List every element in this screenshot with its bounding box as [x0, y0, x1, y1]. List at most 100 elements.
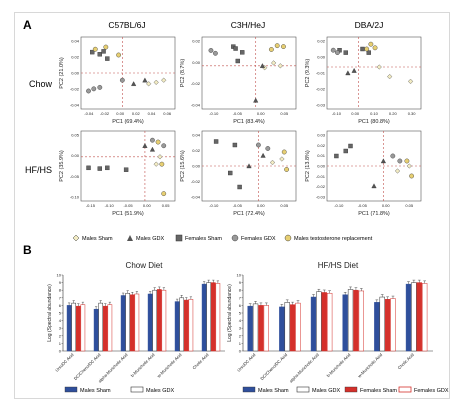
- bar-legend-right: Males Sham Males GDX Females Sham Female…: [242, 386, 449, 394]
- bar-legend-right-0: Males Sham: [258, 388, 289, 394]
- data-point: [103, 44, 109, 50]
- x-axis-label: PC1 (69.4%): [112, 119, 144, 125]
- bar-legend-right-1: Males GDX: [312, 388, 340, 394]
- y-tick-label: -0.01: [316, 174, 326, 179]
- bar: [80, 304, 86, 352]
- bar: [405, 283, 412, 352]
- x-tick-label: 0.00: [116, 111, 125, 116]
- bar-legend-left-1: Males GDX: [146, 388, 174, 394]
- bar: [206, 282, 212, 352]
- scatter-frame: [326, 36, 422, 110]
- bar-legend-right-2: Females Sham: [360, 388, 397, 394]
- data-point: [255, 142, 261, 148]
- data-point: [330, 47, 336, 53]
- bar: [125, 292, 131, 352]
- x-tick-label: -0.10: [209, 111, 219, 116]
- data-point: [380, 158, 386, 164]
- panel-a-legend: Males Sham Males GDX Females Sham Female…: [72, 234, 373, 242]
- y-tick-label: 6: [239, 303, 242, 308]
- data-point: [142, 143, 148, 148]
- y-tick-label: 5: [239, 311, 242, 316]
- data-point: [116, 52, 122, 58]
- data-point: [364, 46, 370, 52]
- data-point: [348, 143, 353, 149]
- bar: [210, 282, 216, 352]
- panel-a-label: A: [23, 18, 32, 32]
- data-point: [343, 50, 348, 55]
- data-point: [150, 137, 155, 143]
- y-tick-label: -0.03: [316, 195, 326, 200]
- data-point: [368, 41, 374, 47]
- y-tick-label: 0.04: [192, 133, 201, 138]
- bar-y-axis-label: Log (Spectral abundance): [227, 284, 233, 342]
- bar: [379, 296, 385, 352]
- data-point: [149, 146, 155, 152]
- x-tick-label: -0.02: [100, 111, 110, 116]
- x-tick-label: -0.05: [233, 203, 243, 208]
- data-point: [90, 49, 95, 55]
- bar: [316, 291, 322, 352]
- data-point: [155, 139, 161, 145]
- y-tick-label: 9: [239, 280, 242, 285]
- y-axis-label: PC2 (13.8%): [305, 150, 311, 182]
- data-point: [334, 153, 339, 159]
- row-label-hfhs: HF/HS: [25, 165, 52, 175]
- y-tick-label: 0.00: [317, 55, 326, 60]
- data-point: [105, 165, 110, 171]
- data-point: [153, 79, 159, 85]
- data-point: [227, 170, 233, 176]
- x-tick-label: 0.06: [163, 111, 172, 116]
- data-point: [91, 86, 97, 92]
- data-point: [271, 60, 277, 66]
- legend-label-3: Females GDX: [241, 236, 276, 242]
- data-point: [233, 46, 238, 51]
- x-tick-label: -0.10: [332, 111, 342, 116]
- bar-chart-title: Chow Diet: [126, 261, 164, 270]
- y-tick-label: -0.04: [70, 103, 80, 108]
- data-point: [161, 143, 167, 149]
- bar: [289, 304, 296, 352]
- bar: [279, 306, 285, 352]
- y-tick-label: 0: [59, 349, 62, 354]
- x-tick-label: 0.02: [132, 111, 141, 116]
- bar: [71, 302, 77, 352]
- y-tick-label: 10: [237, 273, 242, 278]
- data-point: [97, 85, 103, 90]
- data-point: [86, 88, 91, 94]
- data-point: [404, 158, 410, 164]
- x-axis-label: PC1 (71.8%): [358, 211, 390, 217]
- category-label: b-Muricholic Acid: [326, 352, 352, 378]
- data-point: [281, 44, 286, 49]
- data-point: [161, 77, 167, 83]
- bar: [284, 302, 290, 352]
- legend-label-1: Males GDX: [136, 236, 164, 242]
- data-point: [146, 81, 152, 87]
- y-axis-label: PC2 (21.0%): [59, 57, 65, 89]
- x-tick-label: 0.00: [351, 111, 360, 116]
- bar: [120, 295, 126, 352]
- bar-chart-title: HF/HS Diet: [318, 261, 359, 270]
- data-point: [97, 166, 103, 171]
- data-point: [161, 191, 167, 197]
- bar: [107, 304, 113, 352]
- data-point: [360, 46, 365, 52]
- legend-diamond-icon: [72, 234, 80, 242]
- y-tick-label: 3: [239, 326, 242, 331]
- data-point: [92, 46, 98, 52]
- bar: [129, 294, 135, 352]
- bar: [201, 283, 207, 352]
- y-tick-label: 7: [239, 295, 242, 300]
- bar: [247, 305, 253, 352]
- y-tick-label: 0: [239, 349, 242, 354]
- category-label: DC/Cheno/DC Acid: [73, 352, 102, 381]
- x-tick-label: -0.04: [84, 111, 94, 116]
- y-tick-label: -0.02: [316, 87, 326, 92]
- y-tick-label: 0.00: [71, 71, 80, 76]
- category-label: w-Muricholic Acid: [156, 352, 183, 379]
- y-tick-label: 0.00: [71, 153, 80, 158]
- data-point: [371, 183, 377, 189]
- row-label-chow: Chow: [29, 79, 53, 89]
- data-point: [376, 64, 382, 70]
- data-point: [235, 58, 241, 64]
- y-tick-label: 0.02: [317, 143, 326, 148]
